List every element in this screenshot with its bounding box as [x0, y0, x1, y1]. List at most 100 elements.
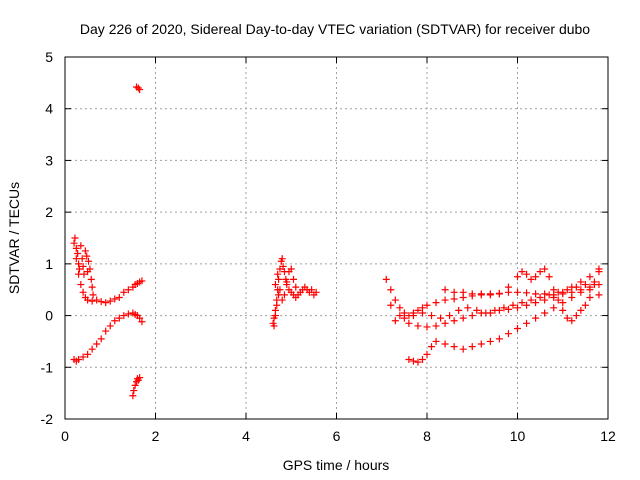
data-point	[106, 322, 114, 330]
data-point	[271, 306, 279, 314]
data-point	[568, 293, 576, 301]
series-early-upper-arc	[70, 239, 146, 307]
data-point	[79, 288, 87, 296]
data-point	[279, 262, 287, 270]
data-point	[88, 297, 96, 305]
data-point	[486, 337, 494, 345]
data-point	[391, 317, 399, 325]
series-mid-cluster	[269, 255, 320, 330]
x-tick-label: 4	[242, 428, 250, 444]
data-point	[536, 293, 544, 301]
data-point	[278, 296, 286, 304]
y-tick-label: 0	[45, 308, 53, 324]
data-point	[312, 288, 320, 296]
data-point	[308, 286, 316, 294]
data-point	[70, 239, 78, 247]
data-point	[111, 295, 119, 303]
data-point	[115, 314, 123, 322]
data-point	[138, 318, 146, 326]
data-point	[523, 319, 531, 327]
y-tick-label: 5	[45, 49, 53, 65]
data-point	[559, 306, 567, 314]
data-point	[292, 283, 300, 291]
data-points	[70, 83, 603, 400]
data-point	[89, 291, 97, 299]
data-point	[84, 350, 92, 358]
data-point	[554, 296, 562, 304]
data-point	[441, 319, 449, 327]
data-point	[134, 84, 142, 92]
data-point	[577, 306, 585, 314]
data-point	[85, 257, 93, 265]
data-point	[514, 325, 521, 332]
data-point	[495, 335, 503, 343]
data-point	[280, 291, 288, 299]
data-point	[586, 293, 594, 301]
data-point	[83, 252, 91, 260]
y-tick-label: 1	[45, 256, 53, 272]
data-point	[405, 319, 413, 327]
data-point	[290, 275, 298, 283]
data-point	[500, 304, 508, 312]
data-point	[136, 314, 144, 322]
data-point	[523, 270, 531, 278]
data-point	[595, 265, 603, 273]
data-point	[532, 273, 540, 281]
data-point	[275, 275, 283, 283]
data-point	[136, 374, 144, 382]
data-point	[287, 265, 295, 273]
data-point	[491, 306, 499, 314]
data-point	[572, 283, 580, 291]
x-tick-label: 10	[510, 428, 526, 444]
data-point	[391, 296, 399, 304]
data-point	[409, 312, 417, 320]
y-tick-label: -2	[41, 411, 54, 427]
data-point	[590, 278, 598, 286]
data-point	[545, 291, 553, 299]
data-point	[88, 345, 96, 353]
data-point	[130, 387, 138, 395]
x-tick-label: 6	[333, 428, 341, 444]
data-point	[563, 314, 571, 322]
data-point	[550, 286, 558, 294]
data-point	[79, 262, 87, 270]
data-point	[102, 327, 110, 335]
data-point	[86, 265, 94, 273]
data-point	[545, 273, 553, 281]
data-point	[423, 301, 431, 309]
data-point	[541, 309, 549, 317]
data-point	[518, 268, 526, 276]
data-point	[455, 306, 463, 314]
data-point	[120, 312, 128, 320]
data-point	[428, 312, 436, 320]
data-point	[532, 290, 540, 298]
data-point	[459, 288, 467, 296]
data-point	[97, 298, 105, 306]
data-point	[504, 283, 512, 291]
series-isolated-low	[129, 374, 144, 400]
x-axis-label: GPS time / hours	[283, 457, 390, 473]
data-point	[418, 309, 426, 317]
x-tick-label: 8	[423, 428, 431, 444]
data-point	[138, 277, 146, 285]
plot-frame	[64, 56, 609, 420]
data-point	[432, 322, 440, 330]
data-point	[79, 353, 87, 361]
data-point	[97, 335, 105, 343]
data-point	[450, 343, 458, 351]
data-point	[581, 301, 589, 309]
data-point	[554, 288, 562, 296]
data-point	[581, 281, 589, 289]
data-point	[441, 340, 449, 348]
series-isolated-high	[132, 83, 144, 94]
data-point	[78, 255, 86, 263]
data-point	[532, 299, 540, 307]
data-point	[432, 299, 440, 307]
data-point	[409, 357, 417, 365]
data-point	[77, 281, 85, 289]
data-point	[527, 275, 535, 283]
data-point	[71, 234, 79, 242]
data-point	[418, 356, 426, 364]
